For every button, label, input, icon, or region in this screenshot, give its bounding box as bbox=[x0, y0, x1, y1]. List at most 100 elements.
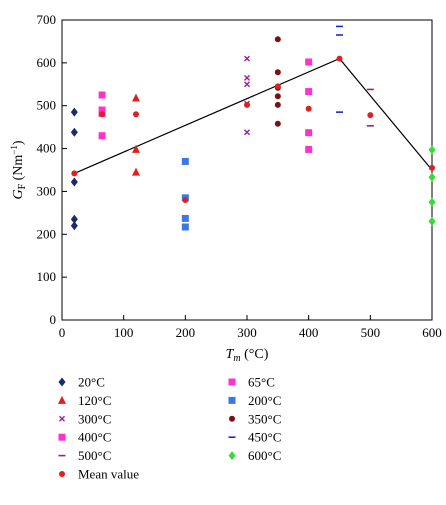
legend-label: 600°C bbox=[248, 448, 281, 463]
y-tick-label: 400 bbox=[37, 141, 57, 156]
legend-marker bbox=[58, 433, 66, 441]
data-point bbox=[274, 120, 281, 127]
data-point bbox=[336, 55, 343, 62]
y-tick-label: 200 bbox=[37, 226, 57, 241]
plot-frame bbox=[61, 19, 433, 321]
legend: 20°C 120°C 300°C 400°C 500°C Mean value 65°C 20… bbox=[58, 375, 281, 482]
data-point bbox=[70, 214, 78, 224]
legend-marker bbox=[228, 378, 236, 386]
data-point bbox=[132, 167, 140, 176]
x-tick-label: 600 bbox=[422, 325, 442, 340]
legend-marker bbox=[228, 396, 236, 404]
series-450c bbox=[336, 25, 343, 113]
x-axis-label: Tm (°C) bbox=[226, 347, 269, 364]
trend-line bbox=[74, 57, 433, 174]
legend-marker bbox=[58, 377, 66, 387]
x-tick-label: 300 bbox=[237, 325, 257, 340]
data-point bbox=[274, 101, 281, 108]
legend-label: 400°C bbox=[78, 430, 111, 445]
y-tick-label: 500 bbox=[37, 98, 57, 113]
legend-item-350c: 350°C bbox=[229, 411, 281, 426]
data-point bbox=[428, 197, 436, 207]
data-point-stroke bbox=[244, 55, 250, 62]
series-20c bbox=[70, 107, 78, 231]
data-point bbox=[132, 144, 140, 153]
x-tick-label: 0 bbox=[59, 325, 66, 340]
data-point bbox=[305, 88, 313, 96]
data-point bbox=[274, 69, 281, 76]
legend-item-65c: 65°C bbox=[228, 375, 275, 390]
data-marks bbox=[70, 25, 436, 231]
legend-label: 500°C bbox=[78, 448, 111, 463]
legend-label: 65°C bbox=[248, 375, 275, 390]
data-point bbox=[274, 36, 281, 43]
data-point-stroke bbox=[244, 74, 250, 81]
y-tick-label: 300 bbox=[37, 183, 57, 198]
data-point bbox=[244, 74, 250, 81]
data-point bbox=[305, 145, 313, 153]
data-point bbox=[98, 91, 106, 99]
data-point bbox=[182, 197, 189, 203]
data-point bbox=[428, 145, 436, 155]
axes: 0 100 200 300 400 500 600 0 100 200 300 400 500 600 70… bbox=[9, 12, 442, 364]
x-tick-label: 500 bbox=[361, 325, 381, 340]
legend-label: 300°C bbox=[78, 411, 111, 426]
data-point bbox=[98, 132, 106, 140]
data-point bbox=[133, 111, 139, 118]
series-500c bbox=[366, 88, 374, 127]
data-point bbox=[428, 172, 436, 182]
x-tick-label: 200 bbox=[176, 325, 196, 340]
legend-marker bbox=[229, 415, 235, 422]
series-400c bbox=[305, 58, 313, 153]
data-point bbox=[70, 127, 78, 137]
data-point bbox=[181, 157, 189, 165]
y-tick-label: 100 bbox=[37, 269, 57, 284]
data-point bbox=[429, 164, 435, 171]
legend-label: 200°C bbox=[248, 393, 281, 408]
legend-item-500c: 500°C bbox=[58, 448, 111, 463]
legend-item-400c: 400°C bbox=[58, 430, 111, 445]
y-axis-label: GF (Nm−1) bbox=[9, 140, 28, 199]
data-point bbox=[71, 170, 78, 177]
series-300c bbox=[244, 55, 250, 136]
data-point bbox=[70, 221, 78, 231]
y-tick-label: 600 bbox=[37, 55, 57, 70]
plot-area bbox=[61, 19, 433, 321]
data-point bbox=[244, 81, 250, 88]
data-point bbox=[99, 111, 106, 118]
legend-label: Mean value bbox=[78, 467, 139, 482]
data-point bbox=[181, 223, 189, 231]
data-point bbox=[70, 107, 78, 117]
legend-marker bbox=[58, 395, 66, 404]
data-point bbox=[244, 129, 250, 136]
legend-marker bbox=[59, 415, 65, 422]
data-point bbox=[244, 55, 250, 62]
legend-label: 450°C bbox=[248, 430, 281, 445]
series-600c bbox=[428, 145, 436, 226]
legend-marker bbox=[59, 471, 65, 477]
legend-item-200c: 200°C bbox=[228, 393, 281, 408]
data-point bbox=[132, 93, 140, 102]
data-point bbox=[305, 129, 313, 137]
legend-marker bbox=[228, 451, 236, 461]
data-point-stroke bbox=[244, 129, 250, 136]
data-point-stroke bbox=[244, 81, 250, 88]
legend-item-300c: 300°C bbox=[59, 411, 111, 426]
x-tick-label: 100 bbox=[114, 325, 134, 340]
x-tick-label: 400 bbox=[299, 325, 319, 340]
legend-label: 20°C bbox=[78, 375, 105, 390]
legend-marker-stroke bbox=[59, 415, 65, 422]
data-point bbox=[244, 101, 250, 108]
data-point bbox=[305, 105, 312, 112]
series-120c bbox=[132, 93, 140, 176]
data-point bbox=[274, 83, 281, 90]
data-point bbox=[305, 58, 313, 66]
legend-item-mean-value: Mean value bbox=[59, 467, 139, 482]
y-tick-label: 0 bbox=[50, 312, 57, 327]
legend-item-20c: 20°C bbox=[58, 375, 105, 390]
data-point bbox=[70, 177, 78, 187]
y-tick-label: 700 bbox=[37, 12, 57, 27]
legend-item-450c: 450°C bbox=[228, 430, 281, 445]
